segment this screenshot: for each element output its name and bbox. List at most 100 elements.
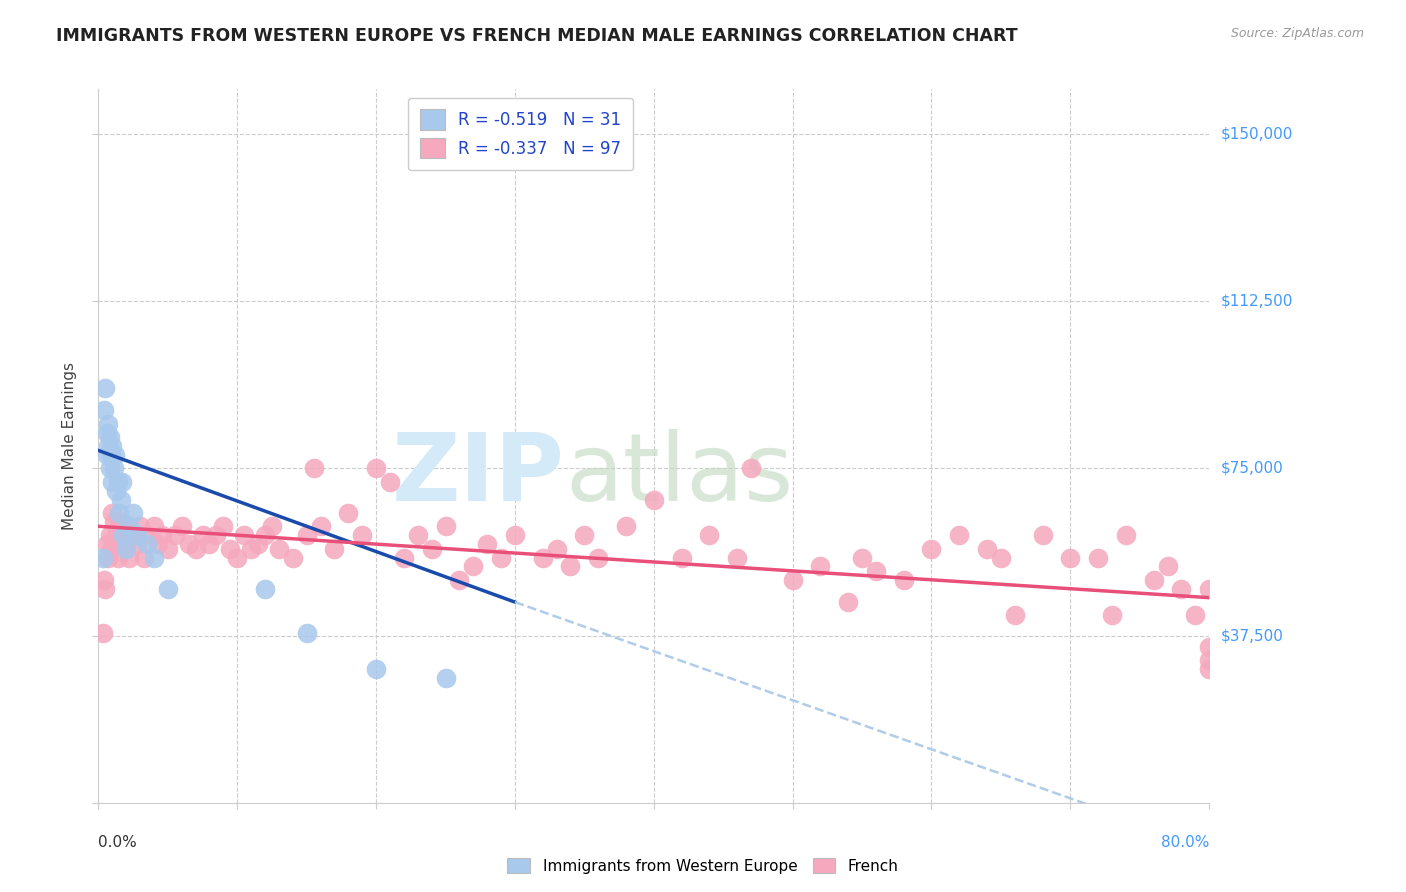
Text: 80.0%: 80.0% bbox=[1161, 835, 1209, 850]
Point bbox=[97, 439, 120, 453]
Point bbox=[122, 528, 145, 542]
Point bbox=[101, 506, 124, 520]
Point bbox=[108, 506, 131, 520]
Point bbox=[94, 381, 117, 395]
Point bbox=[463, 559, 485, 574]
Text: 0.0%: 0.0% bbox=[98, 835, 138, 850]
Point bbox=[134, 550, 156, 565]
Point bbox=[96, 425, 118, 440]
Point bbox=[108, 519, 131, 533]
Point bbox=[226, 550, 249, 565]
Point bbox=[1198, 662, 1220, 676]
Point bbox=[91, 550, 114, 565]
Point bbox=[337, 506, 360, 520]
Point bbox=[101, 475, 124, 489]
Point bbox=[1115, 528, 1137, 542]
Point bbox=[110, 537, 132, 551]
Point bbox=[205, 528, 228, 542]
Point bbox=[163, 528, 186, 542]
Point bbox=[111, 515, 134, 529]
Point bbox=[699, 528, 721, 542]
Point bbox=[146, 537, 169, 551]
Text: $150,000: $150,000 bbox=[1220, 127, 1292, 141]
Point bbox=[546, 541, 568, 556]
Point bbox=[1198, 640, 1220, 654]
Point bbox=[122, 506, 145, 520]
Point bbox=[671, 550, 693, 565]
Point bbox=[127, 537, 149, 551]
Point bbox=[103, 515, 125, 529]
Point bbox=[198, 537, 221, 551]
Point bbox=[281, 550, 304, 565]
Point bbox=[118, 519, 141, 533]
Point bbox=[111, 475, 134, 489]
Text: ZIP: ZIP bbox=[392, 428, 565, 521]
Point bbox=[115, 519, 138, 533]
Point bbox=[489, 550, 512, 565]
Text: $75,000: $75,000 bbox=[1220, 461, 1284, 475]
Point bbox=[143, 550, 166, 565]
Point bbox=[115, 541, 138, 556]
Point bbox=[191, 528, 214, 542]
Point bbox=[420, 541, 443, 556]
Point bbox=[96, 448, 118, 462]
Point bbox=[503, 528, 526, 542]
Point bbox=[1198, 582, 1220, 596]
Point bbox=[177, 537, 200, 551]
Point bbox=[212, 519, 235, 533]
Point bbox=[1198, 653, 1220, 667]
Point bbox=[260, 519, 283, 533]
Point bbox=[136, 537, 159, 551]
Y-axis label: Median Male Earnings: Median Male Earnings bbox=[62, 362, 77, 530]
Point bbox=[97, 417, 120, 431]
Point bbox=[1101, 608, 1123, 623]
Point bbox=[295, 528, 318, 542]
Point bbox=[104, 537, 127, 551]
Point bbox=[1143, 573, 1166, 587]
Point bbox=[112, 528, 135, 542]
Point bbox=[378, 475, 401, 489]
Point bbox=[156, 582, 179, 596]
Point bbox=[531, 550, 554, 565]
Point bbox=[309, 519, 332, 533]
Point bbox=[93, 403, 115, 417]
Point bbox=[614, 519, 637, 533]
Point bbox=[574, 528, 596, 542]
Point bbox=[990, 550, 1012, 565]
Point bbox=[97, 550, 120, 565]
Point bbox=[643, 492, 665, 507]
Point bbox=[352, 528, 374, 542]
Point bbox=[1059, 550, 1081, 565]
Point bbox=[110, 492, 132, 507]
Point bbox=[1170, 582, 1192, 596]
Point bbox=[100, 448, 122, 462]
Point bbox=[1004, 608, 1026, 623]
Point bbox=[219, 541, 242, 556]
Point bbox=[837, 595, 859, 609]
Point bbox=[1087, 550, 1109, 565]
Point bbox=[475, 537, 499, 551]
Point bbox=[740, 461, 762, 475]
Point bbox=[366, 662, 388, 676]
Point bbox=[392, 550, 415, 565]
Text: Source: ZipAtlas.com: Source: ZipAtlas.com bbox=[1230, 27, 1364, 40]
Point bbox=[94, 582, 117, 596]
Point bbox=[105, 528, 128, 542]
Point bbox=[851, 550, 873, 565]
Text: $37,500: $37,500 bbox=[1220, 628, 1284, 643]
Point bbox=[138, 528, 160, 542]
Point bbox=[101, 439, 124, 453]
Text: atlas: atlas bbox=[565, 428, 793, 521]
Point bbox=[560, 559, 582, 574]
Point bbox=[107, 475, 129, 489]
Point bbox=[810, 559, 832, 574]
Point bbox=[267, 541, 290, 556]
Point bbox=[96, 537, 118, 551]
Point bbox=[295, 626, 318, 640]
Point bbox=[91, 626, 114, 640]
Point bbox=[920, 541, 942, 556]
Point bbox=[253, 528, 276, 542]
Point bbox=[114, 537, 136, 551]
Point bbox=[240, 541, 263, 556]
Point bbox=[434, 519, 457, 533]
